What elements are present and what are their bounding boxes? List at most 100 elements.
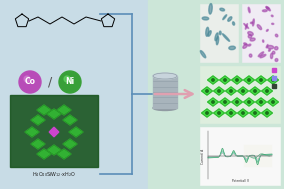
Ellipse shape	[248, 7, 250, 13]
Polygon shape	[268, 76, 279, 84]
Polygon shape	[262, 109, 273, 117]
Text: $\rm H_4O_{40}SiW_{12}{\cdot}xH_2O$: $\rm H_4O_{40}SiW_{12}{\cdot}xH_2O$	[32, 170, 76, 179]
Circle shape	[218, 112, 220, 114]
Polygon shape	[69, 127, 83, 137]
Circle shape	[236, 101, 238, 103]
Circle shape	[260, 79, 262, 81]
Circle shape	[206, 90, 208, 92]
Polygon shape	[214, 109, 224, 117]
Bar	[0, 0, 148, 189]
Circle shape	[230, 112, 232, 114]
Circle shape	[212, 101, 214, 103]
Bar	[272, 68, 276, 72]
Ellipse shape	[249, 54, 252, 57]
Ellipse shape	[248, 44, 251, 46]
Polygon shape	[220, 76, 231, 84]
Ellipse shape	[271, 15, 273, 17]
Polygon shape	[231, 98, 243, 106]
Ellipse shape	[153, 73, 177, 79]
Ellipse shape	[250, 22, 253, 24]
Circle shape	[254, 90, 256, 92]
Text: Current/ A: Current/ A	[201, 148, 205, 163]
Circle shape	[266, 90, 268, 92]
Ellipse shape	[266, 29, 268, 31]
Ellipse shape	[215, 33, 218, 41]
Ellipse shape	[269, 49, 270, 51]
Polygon shape	[31, 115, 45, 125]
Polygon shape	[25, 127, 39, 137]
Ellipse shape	[202, 17, 209, 20]
Polygon shape	[214, 87, 224, 95]
Ellipse shape	[245, 24, 247, 29]
Ellipse shape	[244, 43, 247, 45]
Bar	[153, 76, 177, 108]
Polygon shape	[37, 149, 51, 159]
Circle shape	[248, 101, 250, 103]
Bar	[200, 4, 238, 62]
Polygon shape	[268, 98, 279, 106]
Ellipse shape	[275, 34, 278, 37]
Ellipse shape	[248, 32, 253, 36]
Polygon shape	[231, 76, 243, 84]
Polygon shape	[250, 109, 260, 117]
Circle shape	[272, 101, 274, 103]
Polygon shape	[63, 139, 77, 149]
Polygon shape	[31, 139, 45, 149]
Circle shape	[236, 79, 238, 81]
Ellipse shape	[216, 36, 219, 45]
Polygon shape	[225, 87, 237, 95]
Ellipse shape	[272, 23, 274, 24]
Ellipse shape	[209, 4, 212, 14]
Ellipse shape	[243, 44, 247, 48]
Bar	[244, 145, 272, 167]
Bar	[200, 127, 280, 185]
Ellipse shape	[272, 51, 275, 54]
Ellipse shape	[266, 45, 268, 48]
Polygon shape	[243, 98, 254, 106]
Ellipse shape	[266, 7, 269, 9]
Ellipse shape	[233, 22, 235, 25]
Polygon shape	[47, 109, 61, 119]
Polygon shape	[57, 105, 71, 115]
Bar	[272, 84, 276, 88]
Ellipse shape	[222, 34, 229, 41]
Polygon shape	[237, 109, 248, 117]
Circle shape	[266, 112, 268, 114]
Ellipse shape	[206, 27, 209, 36]
Polygon shape	[208, 76, 218, 84]
Polygon shape	[208, 98, 218, 106]
Polygon shape	[47, 145, 61, 155]
Circle shape	[218, 90, 220, 92]
Circle shape	[254, 112, 256, 114]
Text: Co: Co	[24, 77, 36, 87]
Ellipse shape	[262, 40, 264, 42]
Polygon shape	[225, 109, 237, 117]
Circle shape	[242, 112, 244, 114]
Bar	[242, 4, 280, 62]
Polygon shape	[243, 76, 254, 84]
Ellipse shape	[275, 59, 278, 61]
Ellipse shape	[220, 8, 225, 11]
Polygon shape	[57, 149, 71, 159]
Ellipse shape	[257, 25, 262, 30]
Circle shape	[224, 79, 226, 81]
Ellipse shape	[275, 46, 278, 50]
Circle shape	[212, 79, 214, 81]
Ellipse shape	[223, 15, 227, 20]
Ellipse shape	[250, 38, 255, 41]
Ellipse shape	[262, 10, 267, 12]
Polygon shape	[202, 87, 212, 95]
Ellipse shape	[228, 17, 232, 21]
Circle shape	[272, 79, 274, 81]
Circle shape	[260, 101, 262, 103]
Circle shape	[242, 90, 244, 92]
Circle shape	[206, 112, 208, 114]
Ellipse shape	[248, 35, 252, 38]
Circle shape	[24, 76, 30, 82]
Text: Potential/ V: Potential/ V	[231, 180, 248, 184]
Polygon shape	[250, 87, 260, 95]
Circle shape	[19, 71, 41, 93]
Polygon shape	[262, 87, 273, 95]
Ellipse shape	[208, 31, 211, 36]
Ellipse shape	[267, 45, 274, 49]
